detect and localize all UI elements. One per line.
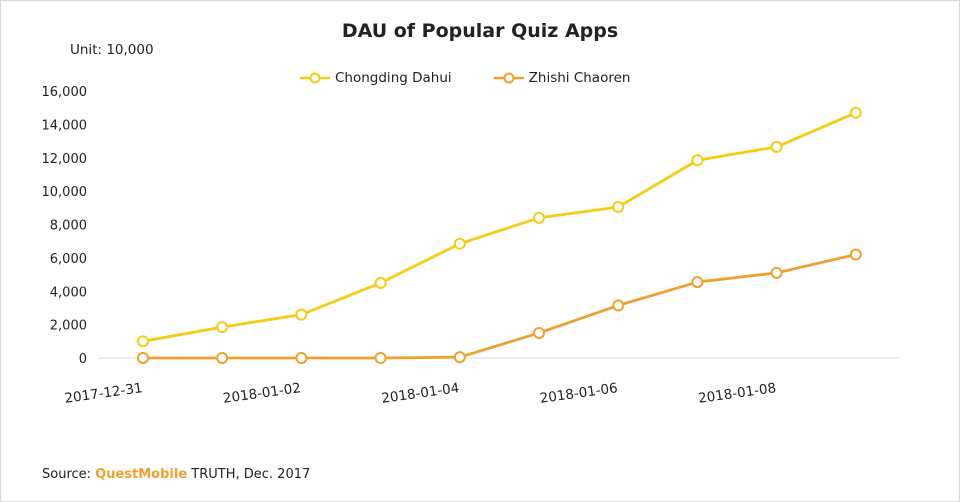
y-tick-label: 6,000 [50, 252, 87, 267]
y-tick-label: 16,000 [42, 85, 88, 100]
series-lines [142, 111, 857, 360]
data-point-1-0[interactable] [137, 352, 149, 364]
y-tick-label: 2,000 [50, 319, 87, 334]
data-point-0-9[interactable] [849, 106, 862, 119]
data-point-0-7[interactable] [691, 154, 704, 167]
legend-swatch-chongding [300, 72, 330, 84]
data-point-0-2[interactable] [295, 308, 308, 321]
data-point-0-6[interactable] [612, 200, 625, 213]
data-point-1-2[interactable] [295, 352, 308, 364]
source-brand: QuestMobile [95, 467, 188, 482]
data-point-1-6[interactable] [612, 299, 625, 312]
y-tick-label: 12,000 [42, 152, 88, 167]
series-line-0 [142, 111, 857, 343]
data-point-1-5[interactable] [533, 326, 545, 339]
y-tick-label: 8,000 [50, 219, 87, 234]
y-tick-label: 14,000 [42, 118, 88, 133]
data-point-0-1[interactable] [216, 321, 229, 334]
x-tick-label: 2018-01-04 [380, 380, 460, 407]
series-points [137, 106, 862, 364]
source-prefix: Source: [42, 467, 96, 482]
legend-label-chongding: Chongding Dahui [335, 70, 452, 86]
y-tick-label: 4,000 [50, 285, 87, 300]
data-point-1-7[interactable] [691, 276, 704, 289]
x-tick-label: 2018-01-06 [539, 380, 619, 407]
data-point-1-4[interactable] [453, 351, 466, 364]
x-tick-label: 2018-01-02 [222, 380, 302, 407]
source-suffix: TRUTH, Dec. 2017 [187, 467, 311, 482]
y-axis-ticks: 0 2,000 4,000 6,000 8,000 10,000 12,000 14,000 1… [42, 85, 88, 367]
data-point-0-5[interactable] [533, 211, 545, 224]
source-note: Source: QuestMobile TRUTH, Dec. 2017 [42, 467, 310, 482]
data-point-0-3[interactable] [374, 276, 387, 289]
data-point-0-0[interactable] [137, 335, 149, 348]
x-axis-ticks: 2017-12-31 2018-01-02 2018-01-04 2018-01-06… [64, 380, 778, 407]
legend-label-zhishi: Zhishi Chaoren [528, 70, 631, 86]
y-tick-label: 10,000 [42, 185, 88, 200]
chart-title: DAU of Popular Quiz Apps [341, 20, 619, 42]
data-point-1-1[interactable] [216, 352, 229, 364]
series-line-1 [143, 253, 857, 360]
unit-label: Unit: 10,000 [70, 42, 154, 58]
legend-item-zhishi[interactable]: Zhishi Chaoren [493, 70, 631, 86]
legend: Chongding Dahui Zhishi Chaoren [300, 68, 672, 88]
data-point-0-4[interactable] [453, 237, 466, 250]
x-tick-label: 2018-01-08 [697, 380, 777, 407]
data-point-0-8[interactable] [770, 140, 783, 153]
legend-item-chongding[interactable]: Chongding Dahui [300, 70, 452, 86]
y-tick-label: 0 [79, 352, 87, 367]
data-point-1-9[interactable] [849, 248, 862, 261]
data-point-1-3[interactable] [374, 352, 387, 364]
x-tick-label: 2017-12-31 [64, 380, 144, 407]
legend-swatch-zhishi [493, 72, 524, 84]
data-point-1-8[interactable] [770, 266, 783, 279]
